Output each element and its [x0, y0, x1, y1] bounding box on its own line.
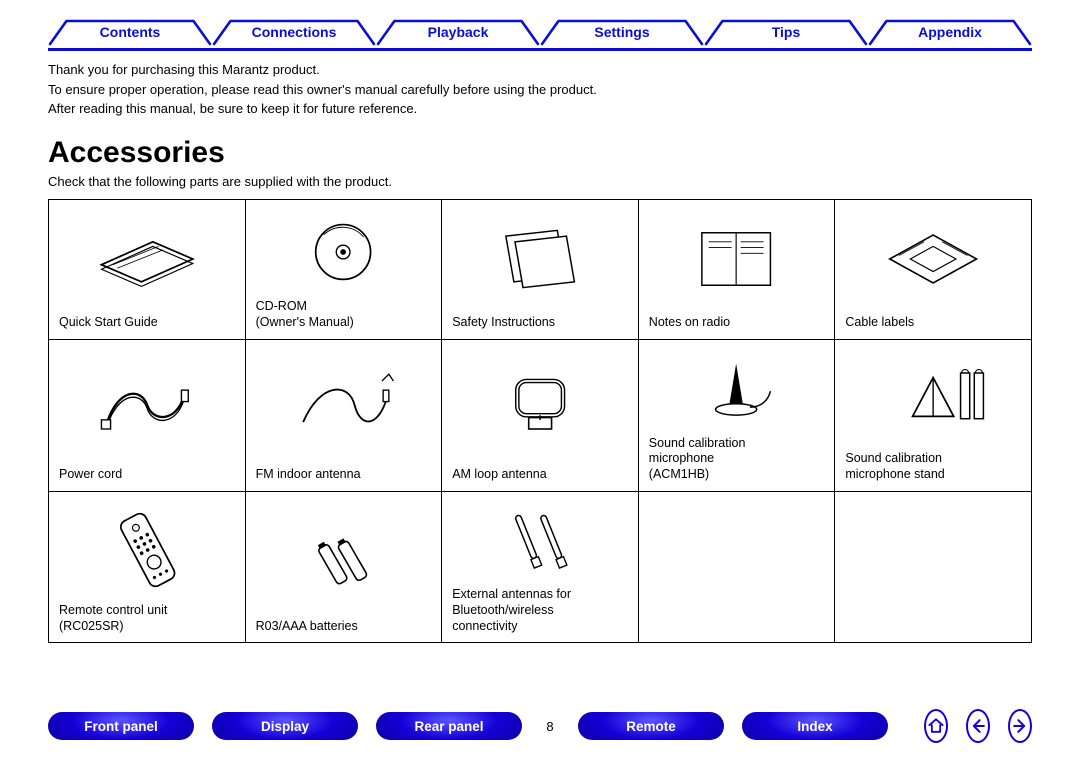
top-tab-bar: ContentsConnectionsPlaybackSettingsTipsA… — [48, 18, 1032, 46]
mic-stand-icon — [845, 348, 1021, 452]
accessory-cell: Quick Start Guide — [49, 200, 246, 340]
top-tab-tips[interactable]: Tips — [704, 18, 868, 46]
accessory-caption: Cable labels — [845, 315, 1021, 331]
cdrom-icon — [256, 208, 432, 300]
page-number: 8 — [540, 719, 560, 734]
footer-bar: Front panel Display Rear panel 8 Remote Index — [48, 709, 1032, 743]
accessory-cell: AM loop antenna — [442, 340, 639, 492]
intro-line-1: Thank you for purchasing this Marantz pr… — [48, 61, 1032, 79]
accessory-cell: Safety Instructions — [442, 200, 639, 340]
footer-pill-label: Index — [742, 712, 888, 740]
footer-pill-label: Rear panel — [376, 712, 522, 740]
accessory-cell: R03/AAA batteries — [246, 492, 443, 644]
accessory-caption: Remote control unit(RC025SR) — [59, 603, 235, 634]
accessory-cell: External antennas forBluetooth/wirelessc… — [442, 492, 639, 644]
intro-text: Thank you for purchasing this Marantz pr… — [48, 61, 1032, 118]
nav-next-button[interactable] — [1008, 709, 1032, 743]
page-subtext: Check that the following parts are suppl… — [48, 174, 1032, 189]
top-tab-playback[interactable]: Playback — [376, 18, 540, 46]
power-cord-icon — [59, 348, 235, 467]
accessory-cell: Power cord — [49, 340, 246, 492]
accessory-cell: Sound calibrationmicrophone stand — [835, 340, 1032, 492]
booklet-iso-icon — [59, 208, 235, 315]
footer-pill-label: Display — [212, 712, 358, 740]
footer-pill-rear-panel[interactable]: Rear panel — [376, 712, 522, 740]
ext-antennas-icon — [452, 500, 628, 588]
accessory-cell: CD-ROM(Owner's Manual) — [246, 200, 443, 340]
footer-pill-index[interactable]: Index — [742, 712, 888, 740]
remote-icon — [59, 500, 235, 604]
mic-icon — [649, 348, 825, 436]
accessory-cell: FM indoor antenna — [246, 340, 443, 492]
accessory-cell: Notes on radio — [639, 200, 836, 340]
top-tab-connections[interactable]: Connections — [212, 18, 376, 46]
sheet-open-icon — [649, 208, 825, 315]
top-tab-appendix[interactable]: Appendix — [868, 18, 1032, 46]
accessory-caption: Power cord — [59, 467, 235, 483]
intro-line-3: After reading this manual, be sure to ke… — [48, 100, 1032, 118]
batteries-icon — [256, 500, 432, 619]
accessory-cell-empty — [835, 492, 1032, 644]
footer-pill-label: Front panel — [48, 712, 194, 740]
accessory-caption: CD-ROM(Owner's Manual) — [256, 299, 432, 330]
loop-antenna-icon — [452, 348, 628, 467]
nav-prev-button[interactable] — [966, 709, 990, 743]
accessory-cell: Cable labels — [835, 200, 1032, 340]
accessory-cell: Remote control unit(RC025SR) — [49, 492, 246, 644]
accessory-cell: Sound calibrationmicrophone(ACM1HB) — [639, 340, 836, 492]
accessory-caption: AM loop antenna — [452, 467, 628, 483]
prev-icon — [968, 716, 988, 736]
home-icon — [926, 716, 946, 736]
footer-pill-front-panel[interactable]: Front panel — [48, 712, 194, 740]
accessory-caption: R03/AAA batteries — [256, 619, 432, 635]
footer-pill-label: Remote — [578, 712, 724, 740]
intro-line-2: To ensure proper operation, please read … — [48, 81, 1032, 99]
footer-pill-remote[interactable]: Remote — [578, 712, 724, 740]
accessory-caption: External antennas forBluetooth/wirelessc… — [452, 587, 628, 634]
next-icon — [1010, 716, 1030, 736]
accessory-caption: Safety Instructions — [452, 315, 628, 331]
accessory-cell-empty — [639, 492, 836, 644]
top-tab-contents[interactable]: Contents — [48, 18, 212, 46]
nav-home-button[interactable] — [924, 709, 948, 743]
top-rule — [48, 48, 1032, 51]
top-tab-settings[interactable]: Settings — [540, 18, 704, 46]
footer-pill-display[interactable]: Display — [212, 712, 358, 740]
accessory-caption: Notes on radio — [649, 315, 825, 331]
accessories-grid: Quick Start Guide CD-ROM(Owner's Manual) S… — [48, 199, 1032, 644]
label-sheet-icon — [845, 208, 1021, 315]
accessory-caption: Sound calibrationmicrophone stand — [845, 451, 1021, 482]
wire-antenna-icon — [256, 348, 432, 467]
accessory-caption: Sound calibrationmicrophone(ACM1HB) — [649, 436, 825, 483]
accessory-caption: Quick Start Guide — [59, 315, 235, 331]
page-heading: Accessories — [48, 136, 1032, 170]
accessory-caption: FM indoor antenna — [256, 467, 432, 483]
two-sheets-icon — [452, 208, 628, 315]
